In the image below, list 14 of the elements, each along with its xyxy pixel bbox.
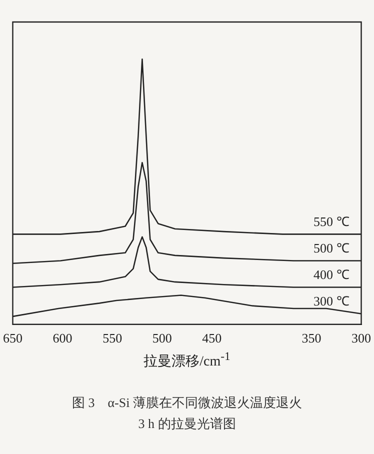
caption: 图 3 α-Si 薄膜在不同微波退火温度退火 (72, 395, 302, 410)
x-tick-label: 600 (52, 330, 72, 346)
x-tick-label: 500 (152, 330, 172, 346)
x-tick-label: 650 (3, 330, 22, 346)
series-label: 400 ℃ (314, 267, 350, 282)
series-label: 550 ℃ (314, 214, 350, 230)
x-tick-label: 350 (302, 330, 322, 346)
x-axis-title: 拉曼漂移/cm$^{-1}$ (142, 350, 232, 371)
x-tick-label: 300 (352, 330, 371, 346)
x-tick-label: 550 (102, 330, 122, 346)
x-tick-label: 450 (202, 330, 222, 346)
series-label: 500 ℃ (314, 240, 350, 256)
text: 3 h 的拉曼光谱图 (138, 416, 236, 431)
series-label: 300 ℃ (314, 294, 350, 309)
